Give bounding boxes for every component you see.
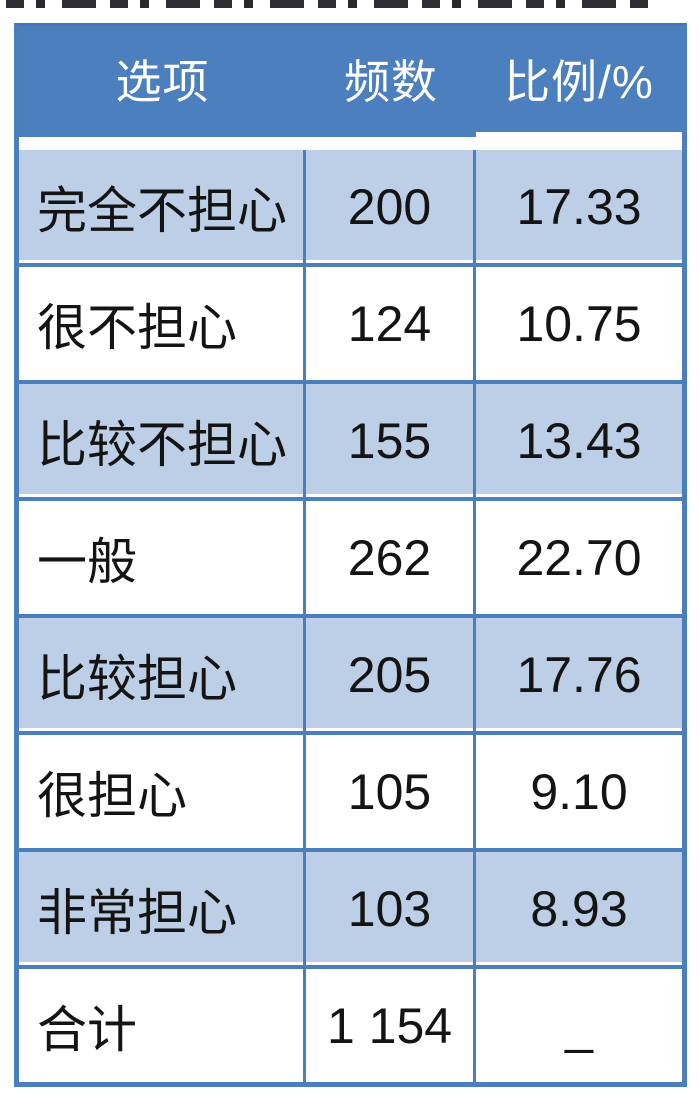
cell-option: 一般 (19, 501, 303, 614)
column-divider (303, 618, 306, 731)
cell-option: 非常担心 (19, 852, 303, 965)
table-row: 比较担心 205 17.76 (19, 618, 682, 735)
cell-option: 合计 (19, 969, 303, 1082)
column-divider (303, 735, 306, 848)
column-divider (303, 384, 306, 497)
cell-option: 很不担心 (19, 267, 303, 380)
header-cell-frequency: 频数 (306, 26, 476, 132)
cell-frequency: 262 (306, 501, 473, 614)
cell-percentage: _ (476, 969, 682, 1082)
table-row: 比较不担心 155 13.43 (19, 384, 682, 501)
column-divider (303, 267, 306, 380)
cell-percentage: 13.43 (476, 384, 682, 497)
header-cell-option: 选项 (19, 26, 306, 132)
cell-percentage: 22.70 (476, 501, 682, 614)
column-divider (303, 501, 306, 614)
column-divider (303, 969, 306, 1082)
column-divider (473, 384, 476, 497)
table-row: 很担心 105 9.10 (19, 735, 682, 852)
cell-percentage: 17.33 (476, 150, 682, 263)
column-divider (473, 852, 476, 965)
cell-frequency: 105 (306, 735, 473, 848)
header-bottom-step-left (19, 132, 476, 137)
cell-percentage: 8.93 (476, 852, 682, 965)
header-cell-percentage: 比例/% (476, 26, 682, 132)
header-gap (19, 137, 682, 150)
cell-frequency: 1 154 (306, 969, 473, 1082)
cell-option: 比较不担心 (19, 384, 303, 497)
table-row: 非常担心 103 8.93 (19, 852, 682, 969)
cell-percentage: 9.10 (476, 735, 682, 848)
table-row-total: 合计 1 154 _ (19, 969, 682, 1082)
cell-percentage: 17.76 (476, 618, 682, 731)
column-divider (473, 267, 476, 380)
table-row: 完全不担心 200 17.33 (19, 150, 682, 267)
cropped-title-sliver (6, 0, 656, 8)
frequency-table: 选项 频数 比例/% 完全不担心 200 17.33 很不担心 124 10.7… (14, 23, 687, 1087)
cell-option: 很担心 (19, 735, 303, 848)
cell-frequency: 205 (306, 618, 473, 731)
cell-frequency: 200 (306, 150, 473, 263)
column-divider (473, 150, 476, 263)
column-divider (473, 969, 476, 1082)
cell-option: 比较担心 (19, 618, 303, 731)
table-body: 完全不担心 200 17.33 很不担心 124 10.75 比较不担心 155… (19, 150, 682, 1082)
column-divider (473, 618, 476, 731)
table-row: 一般 262 22.70 (19, 501, 682, 618)
cell-frequency: 155 (306, 384, 473, 497)
column-divider (303, 852, 306, 965)
table-row: 很不担心 124 10.75 (19, 267, 682, 384)
cell-frequency: 124 (306, 267, 473, 380)
column-divider (473, 735, 476, 848)
cell-option: 完全不担心 (19, 150, 303, 263)
cell-percentage: 10.75 (476, 267, 682, 380)
column-divider (473, 501, 476, 614)
table-header-row: 选项 频数 比例/% (19, 26, 682, 132)
cell-frequency: 103 (306, 852, 473, 965)
column-divider (303, 150, 306, 263)
header-bottom-step (19, 132, 682, 137)
